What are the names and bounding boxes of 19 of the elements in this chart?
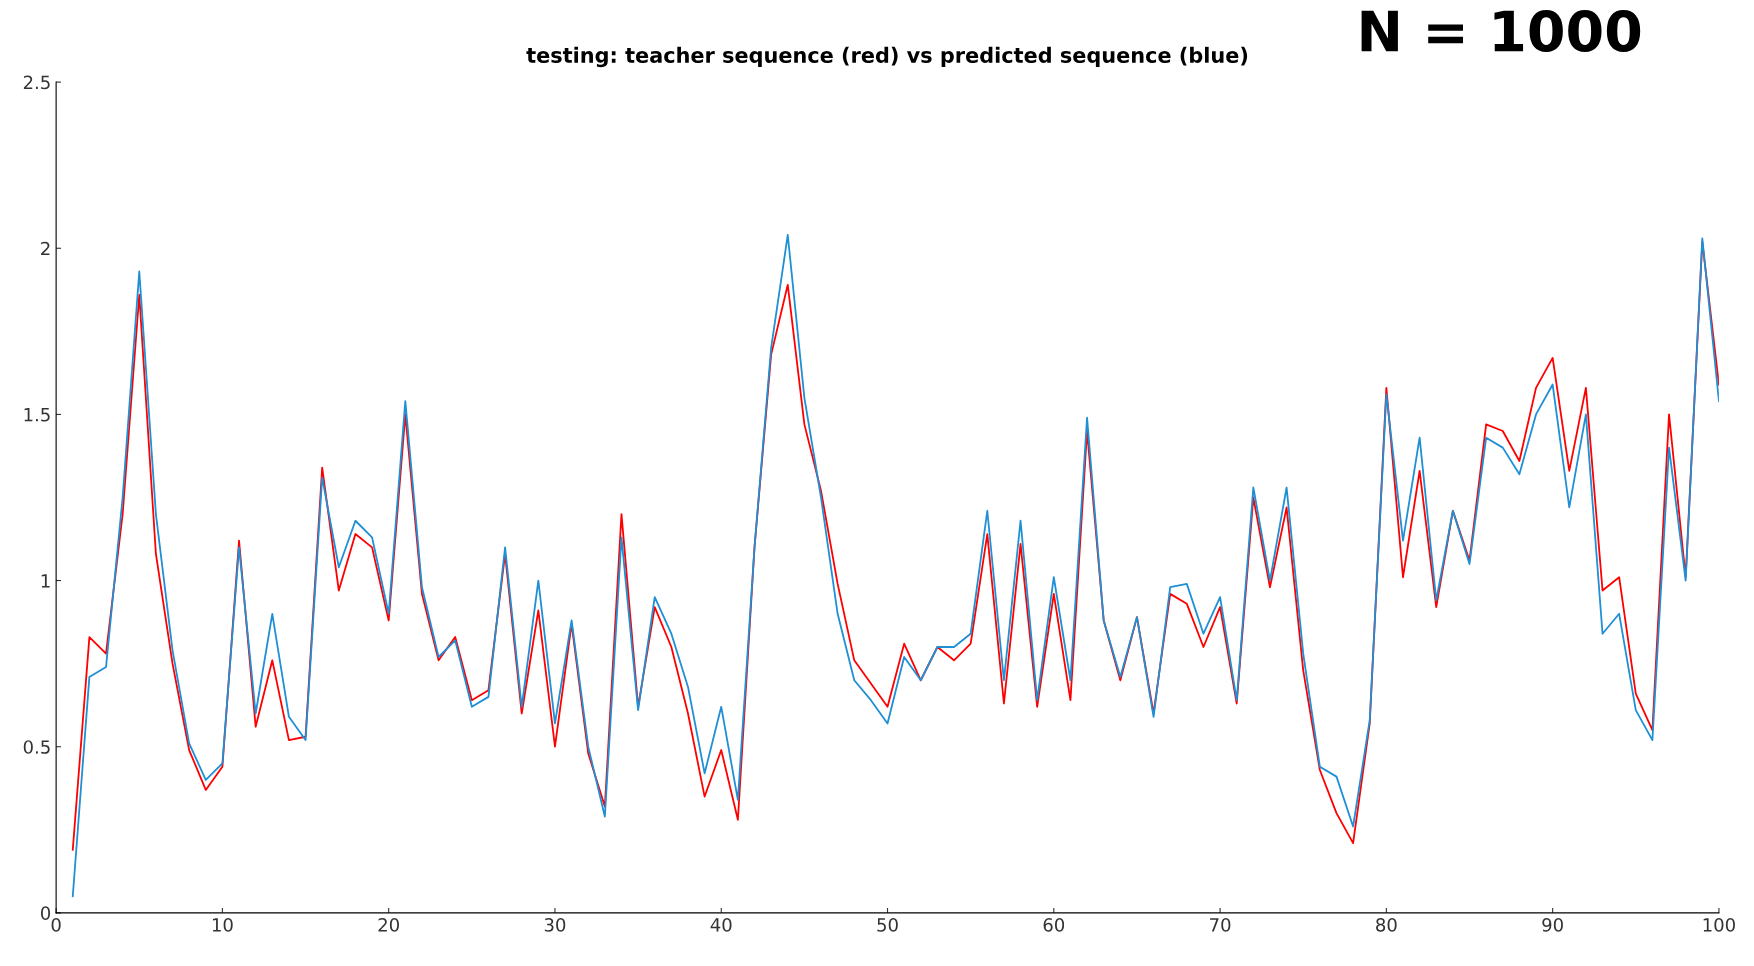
x-tick-label: 30 [544,918,566,932]
x-tick-label: 60 [1043,918,1065,932]
y-tick-label: 0 [40,906,51,920]
y-tick-label: 0.5 [23,740,50,754]
y-tick-label: 2.5 [23,75,50,90]
x-tick-label: 100 [1703,918,1735,932]
y-tick-label: 1.5 [24,408,50,422]
text: N = 1000 [1361,10,1641,53]
x-tick-label: 40 [710,918,732,932]
x-tick-label: 50 [877,918,898,932]
y-tick-label: 1 [41,574,50,588]
x-tick-label: 70 [1210,918,1231,932]
x-tick-label: 10 [212,918,233,932]
x-tick-label: 20 [378,918,399,932]
y-tick-label: 2 [41,241,50,256]
chart-title: testing: teacher sequence (red) vs predicted sequence (blue) [526,46,1248,68]
x-tick-label: 90 [1542,918,1563,932]
x-tick-label: 0 [51,918,61,932]
x-tick-label: 80 [1376,918,1397,932]
